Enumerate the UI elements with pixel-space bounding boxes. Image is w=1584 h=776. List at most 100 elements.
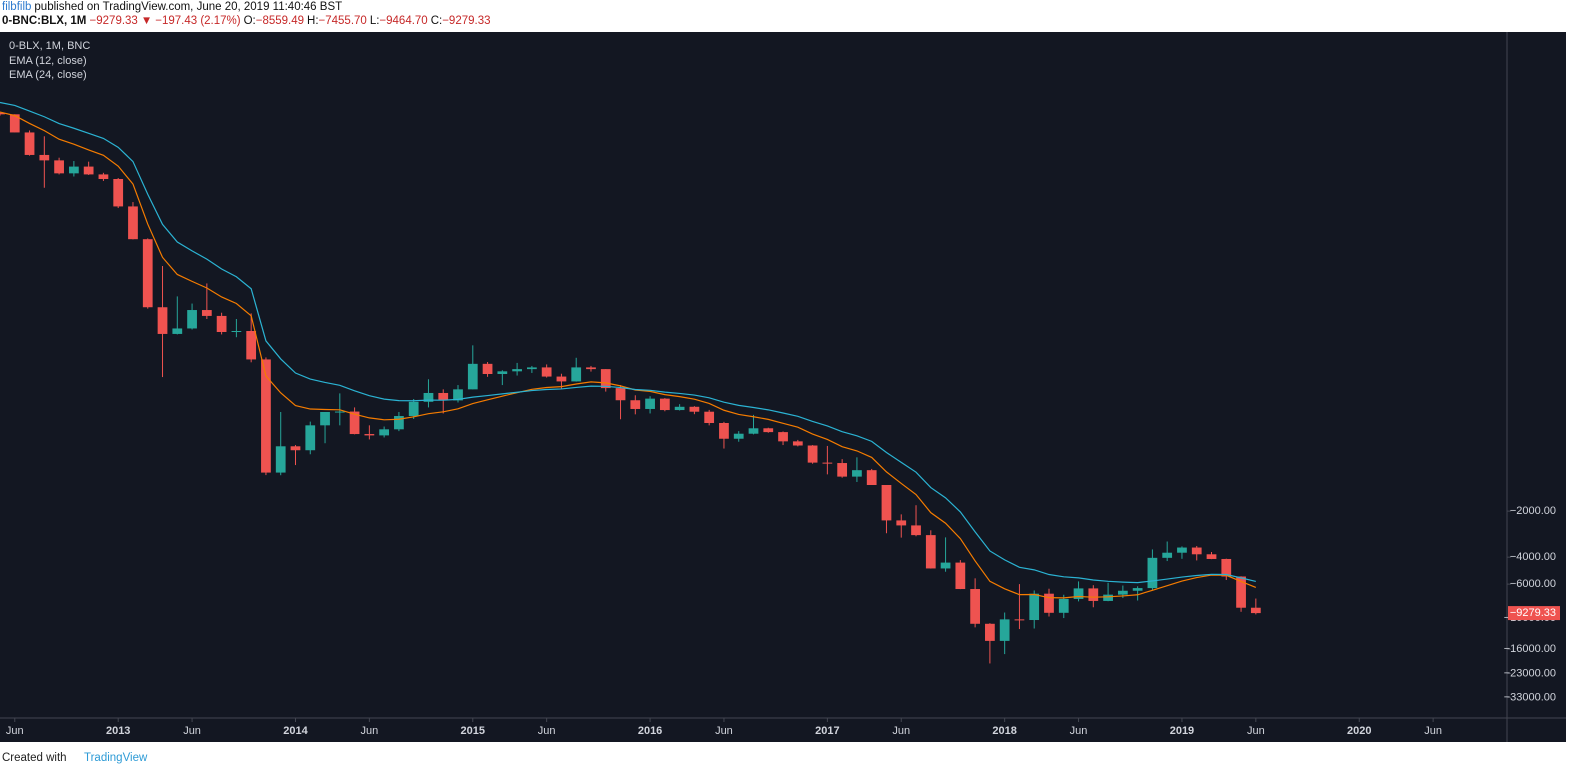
candle-body: [157, 307, 168, 334]
candle-body: [453, 389, 463, 401]
candle-body: [1236, 576, 1246, 608]
candle-body: [792, 441, 803, 446]
header-line: 0-BNC:BLX, 1M −9279.33 ▼ −197.43 (2.17%) O:…: [2, 14, 497, 28]
x-tick-label: 2018: [992, 725, 1016, 737]
candle-body: [1029, 593, 1040, 621]
y-tick-label: −23000.00: [1504, 667, 1556, 679]
candle-body: [1014, 619, 1025, 621]
candle-body: [334, 411, 345, 413]
ohlc-label: O:: [243, 15, 256, 27]
x-tick-label: 2017: [815, 725, 839, 737]
ohlc-label: L:: [369, 15, 380, 27]
candle-body: [39, 154, 50, 161]
ema-line: [0, 101, 1256, 584]
candle-body: [999, 619, 1010, 641]
candle-body: [615, 388, 626, 401]
author[interactable]: filbfilb: [2, 1, 32, 13]
candle-body: [438, 392, 449, 401]
candle-body: [807, 445, 818, 463]
candle-body: [512, 369, 522, 372]
candle-body: [1088, 588, 1099, 601]
price-label-box: [1508, 606, 1560, 621]
candle-body: [1044, 593, 1054, 613]
candle-body: [1177, 547, 1187, 553]
candle-body: [1117, 590, 1128, 595]
ohlc-value: −7455.70: [318, 15, 367, 27]
last: −9279.33: [89, 15, 138, 27]
candle-body: [113, 178, 124, 207]
candle-body: [778, 432, 788, 442]
candle-body: [719, 422, 729, 439]
footer-brand[interactable]: TradingView: [84, 752, 148, 764]
candle-body: [822, 462, 833, 464]
ohlc-label: C:: [430, 15, 443, 27]
candle-body: [866, 470, 877, 485]
candle-body: [852, 470, 862, 477]
candle-body: [497, 371, 508, 374]
candle-body: [630, 400, 641, 409]
candle-body: [748, 428, 759, 434]
ohlc-value: −8559.49: [255, 15, 305, 27]
candle-body: [645, 398, 655, 409]
candle-body: [674, 406, 685, 411]
candle-body: [985, 623, 995, 641]
x-tick-label: Jun: [892, 725, 910, 737]
candle-body: [320, 411, 330, 426]
x-tick-label: 2020: [1347, 725, 1371, 737]
y-tick-label: −4000.00: [1510, 551, 1556, 563]
candle-body: [1073, 588, 1084, 599]
candle-body: [305, 425, 316, 451]
candle-body: [261, 359, 271, 473]
header: filbfilb published on TradingView.com, Ju…: [2, 0, 497, 28]
candle-body: [911, 525, 921, 536]
candle-body: [0, 113, 5, 115]
candle-body: [704, 411, 715, 423]
price-label: −9279.33: [1510, 607, 1556, 619]
candle-body: [556, 376, 567, 382]
candle-body: [68, 166, 79, 174]
candle-body: [1191, 547, 1202, 555]
x-tick-label: Jun: [6, 725, 24, 737]
legend-entry: EMA (24, close): [9, 69, 87, 81]
candle-body: [142, 239, 153, 308]
candle-body: [1206, 554, 1217, 559]
change: −197.43 (2.17%): [155, 15, 241, 27]
ohlc-value: −9464.70: [379, 15, 428, 27]
candle-body: [733, 433, 744, 439]
ohlc-label: H:: [307, 15, 319, 27]
candle-body: [970, 589, 980, 624]
candle-body: [600, 369, 611, 389]
candle-body: [379, 429, 390, 436]
candle-body: [128, 206, 138, 240]
candle-body: [9, 114, 20, 133]
candle-body: [187, 310, 197, 329]
x-tick-label: 2013: [106, 725, 130, 737]
x-tick-label: Jun: [360, 725, 378, 737]
candle-body: [1221, 558, 1232, 577]
chart-title: 0-BLX, 1M, BNC: [9, 40, 90, 52]
x-tick-label: Jun: [183, 725, 201, 737]
footer-text: Created with: [2, 752, 67, 764]
candle-body: [467, 363, 478, 390]
ohlc: O:−8559.49 H:−7455.70 L:−9464.70 C:−9279.33: [244, 15, 494, 27]
x-tick-label: Jun: [715, 725, 733, 737]
arrow: ▼: [140, 15, 153, 27]
candle-body: [349, 411, 360, 435]
chart-background: [0, 32, 1566, 742]
candle-body: [571, 367, 582, 382]
candle-body: [586, 367, 596, 370]
candle-body: [408, 401, 419, 417]
x-tick-label: 2019: [1170, 725, 1194, 737]
candle-body: [659, 398, 670, 411]
candle-body: [1103, 594, 1113, 601]
candle-body: [925, 535, 936, 569]
candle-body: [364, 434, 375, 436]
candle-body: [837, 463, 848, 477]
x-tick-label: 2016: [638, 725, 662, 737]
candle-body: [275, 446, 286, 473]
x-tick-label: 2015: [461, 725, 485, 737]
y-tick-label: −6000.00: [1510, 578, 1556, 590]
candle-body: [1058, 598, 1069, 613]
